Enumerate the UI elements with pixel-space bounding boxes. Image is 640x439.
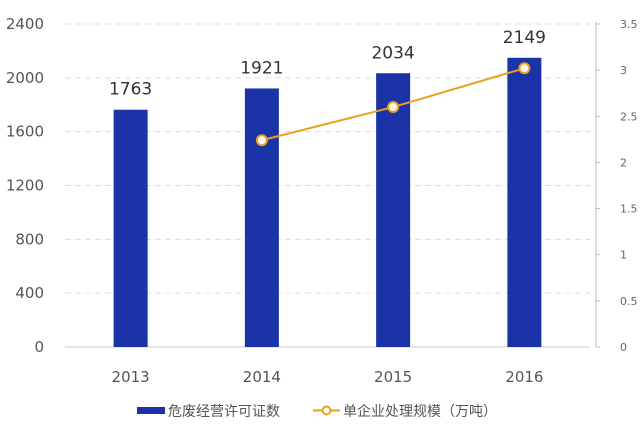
right-axis-tick-label: 0 <box>620 341 627 354</box>
right-axis-tick-label: 2.5 <box>620 110 638 123</box>
bar <box>113 109 148 347</box>
left-axis-tick-label: 1200 <box>6 177 44 195</box>
legend-label-bar: 危废经营许可证数 <box>168 404 280 420</box>
legend-swatch-bar <box>137 407 165 414</box>
left-axis-tick-label: 0 <box>34 338 44 356</box>
right-axis-tick-label: 3 <box>620 64 627 77</box>
bar <box>376 73 411 347</box>
right-axis-tick-label: 1.5 <box>620 203 638 216</box>
x-axis-tick-label: 2016 <box>505 368 543 386</box>
x-axis-tick-label: 2014 <box>243 368 281 386</box>
legend-swatch-marker <box>321 405 332 416</box>
bar-data-label: 1921 <box>240 58 283 78</box>
right-axis-tick-label: 1 <box>620 249 627 262</box>
bar-data-label: 2034 <box>371 43 414 63</box>
bar <box>244 88 279 347</box>
bar <box>507 57 542 347</box>
x-axis-tick-label: 2015 <box>374 368 412 386</box>
right-axis-tick-label: 0.5 <box>620 295 638 308</box>
x-axis-tick-label: 2013 <box>112 368 150 386</box>
left-axis-tick-label: 1600 <box>6 123 44 141</box>
bar-data-label: 2149 <box>503 28 546 48</box>
left-axis-tick-label: 2400 <box>6 15 44 33</box>
right-axis-tick-label: 2 <box>620 156 627 169</box>
left-axis-tick-label: 800 <box>15 230 44 248</box>
line-point <box>255 134 268 147</box>
bar-data-label: 1763 <box>109 80 152 100</box>
left-axis-tick-label: 400 <box>15 284 44 302</box>
legend-label-line: 单企业处理规模（万吨） <box>343 403 497 420</box>
right-axis-tick-label: 3.5 <box>620 18 638 31</box>
left-axis-tick-label: 2000 <box>6 69 44 87</box>
line-point <box>518 62 531 75</box>
line-point <box>387 101 400 114</box>
